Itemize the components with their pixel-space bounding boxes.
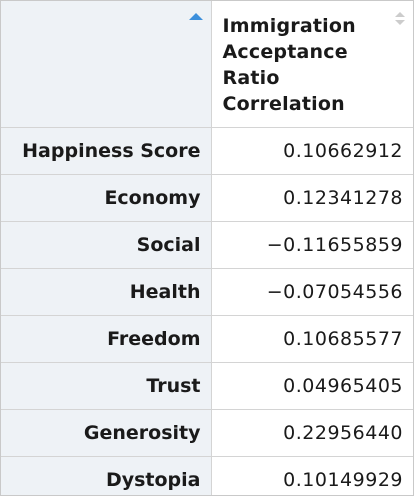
correlation-value: 0.10685577 (210, 314, 413, 363)
correlation-value: 0.10662912 (210, 126, 413, 175)
correlation-column-title: Immigration Acceptance Ratio Correlation (222, 15, 356, 115)
correlation-value: −0.07054556 (210, 267, 413, 316)
row-name: Social (1, 220, 212, 269)
correlation-value: 0.10149929 (210, 455, 413, 495)
table-row[interactable]: Dystopia 0.10149929 (1, 455, 413, 495)
sort-ascending-icon[interactable] (188, 13, 203, 20)
row-names-header[interactable] (1, 1, 212, 128)
table-row[interactable]: Happiness Score 0.10662912 (1, 126, 413, 175)
table-row[interactable]: Generosity 0.22956440 (1, 408, 413, 457)
row-name: Dystopia (1, 455, 212, 495)
row-name: Generosity (1, 408, 212, 457)
correlation-value: 0.22956440 (210, 408, 413, 457)
correlation-value: 0.04965405 (210, 361, 413, 410)
row-name: Health (1, 267, 212, 316)
row-name: Freedom (1, 314, 212, 363)
header-row: Immigration Acceptance Ratio Correlation (1, 1, 413, 128)
correlation-column-header[interactable]: Immigration Acceptance Ratio Correlation (210, 1, 413, 128)
sort-up-arrow-icon (395, 12, 405, 17)
table-row[interactable]: Social −0.11655859 (1, 220, 413, 269)
row-name: Trust (1, 361, 212, 410)
correlation-value: 0.12341278 (210, 173, 413, 222)
row-name: Economy (1, 173, 212, 222)
sort-down-arrow-icon (395, 20, 405, 25)
sort-unsorted-icon[interactable] (395, 12, 405, 28)
table-row[interactable]: Freedom 0.10685577 (1, 314, 413, 363)
table-row[interactable]: Trust 0.04965405 (1, 361, 413, 410)
table-row[interactable]: Health −0.07054556 (1, 267, 413, 316)
table-row[interactable]: Economy 0.12341278 (1, 173, 413, 222)
row-name: Happiness Score (1, 126, 212, 175)
correlation-value: −0.11655859 (210, 220, 413, 269)
